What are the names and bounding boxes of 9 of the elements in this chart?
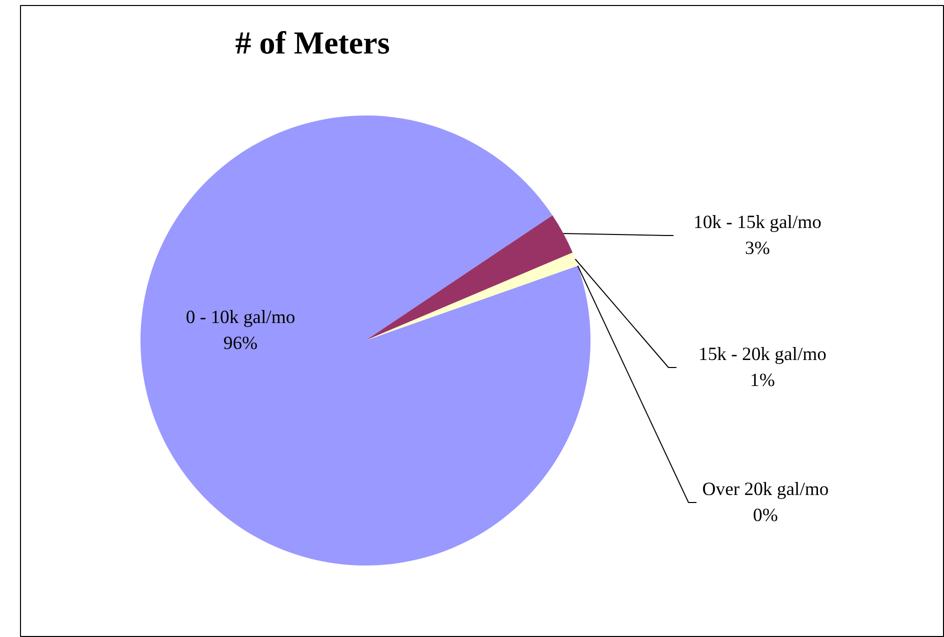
data-label: 96% [223, 333, 258, 354]
chart-title: # of Meters [235, 24, 390, 60]
data-label: 3% [745, 238, 770, 260]
slice-label: 15k - 20k gal/mo [698, 344, 827, 365]
slice-label: 0 - 10k gal/mo [186, 306, 296, 328]
slice-label: 10k - 15k gal/mo [694, 212, 822, 233]
data-label: 1% [750, 370, 775, 392]
category-label: Over 20k gal/mo [702, 478, 829, 500]
text: 0% [753, 505, 778, 526]
